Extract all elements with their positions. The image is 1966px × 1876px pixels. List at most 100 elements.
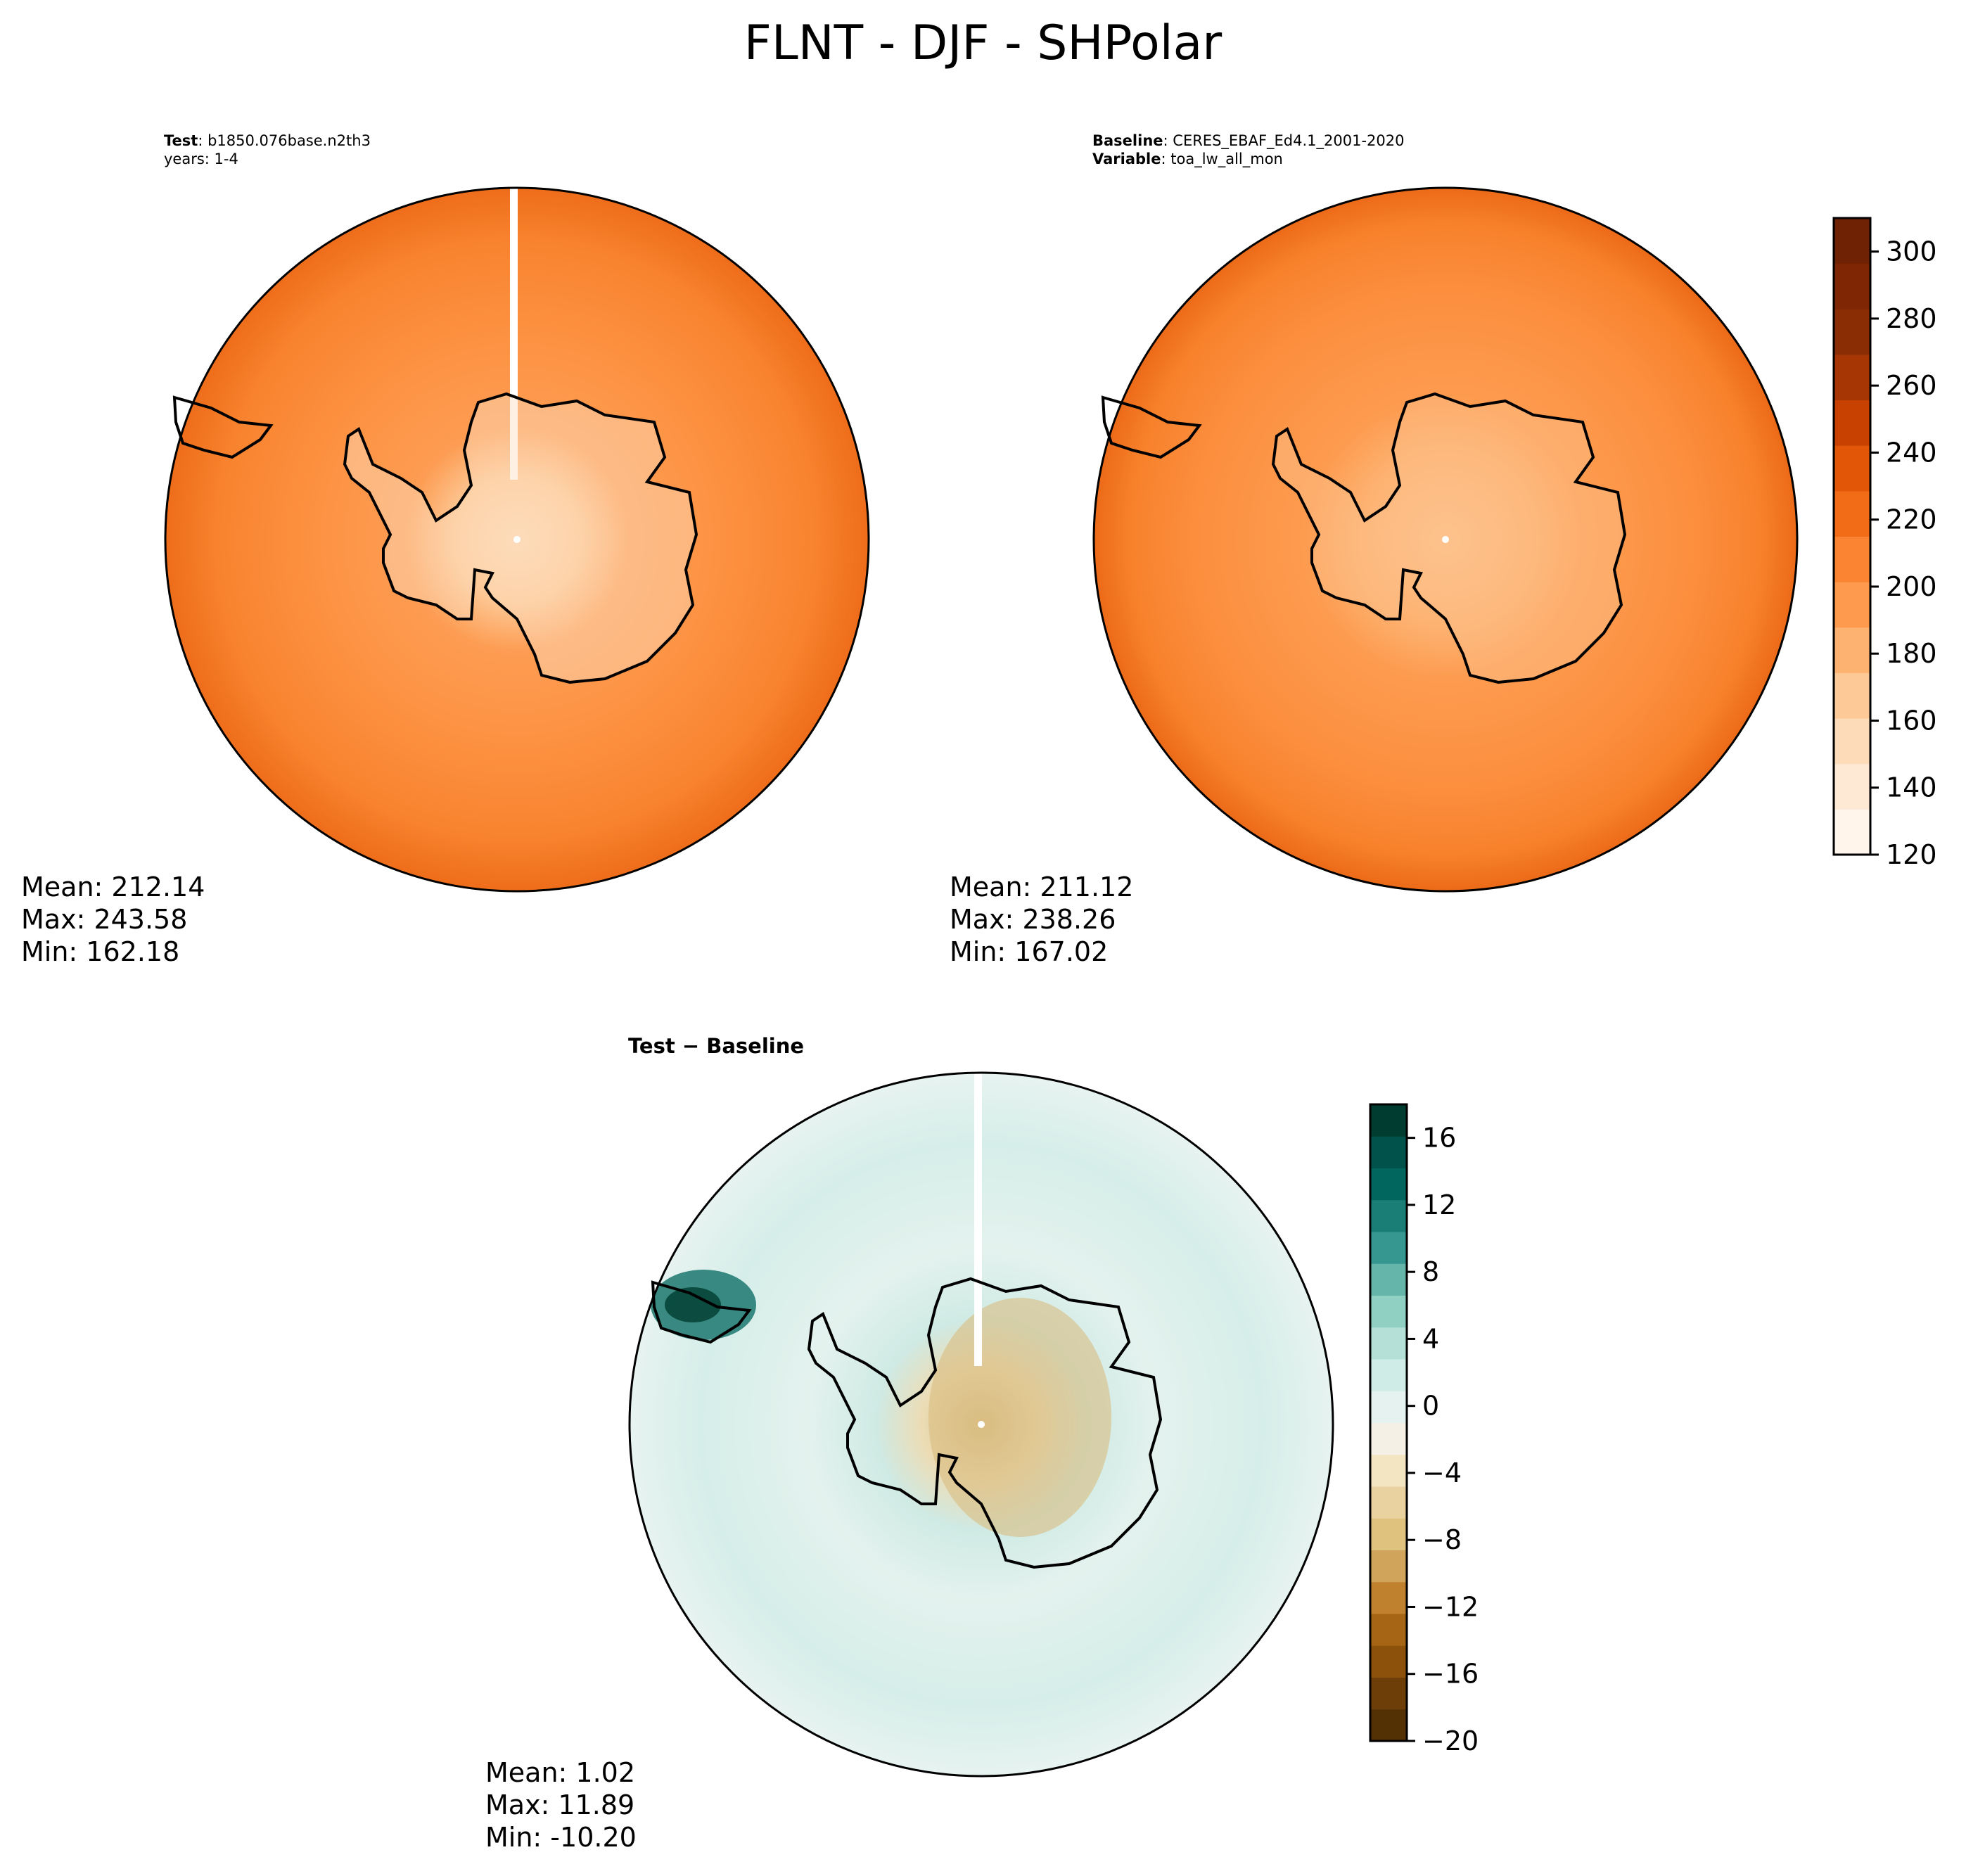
- colorbar-top-tick-label: 280: [1886, 303, 1937, 334]
- colorbar-top-tick-label: 300: [1886, 236, 1937, 267]
- variable-name: toa_lw_all_mon: [1170, 151, 1283, 167]
- diff-map: [628, 1071, 1334, 1778]
- colorbar-diff-band: [1370, 1327, 1407, 1360]
- baseline-stats: Mean: 211.12 Max: 238.26 Min: 167.02: [950, 871, 1133, 968]
- test-label: Test: [164, 132, 198, 149]
- colorbar-diff-band: [1370, 1168, 1407, 1201]
- colorbar-top-tick-label: 240: [1886, 437, 1937, 468]
- colorbar-diff-band: [1370, 1581, 1407, 1614]
- colorbar-diff-band: [1370, 1232, 1407, 1264]
- colorbar-top-band: [1834, 490, 1870, 537]
- test-years: years: 1-4: [164, 151, 238, 167]
- colorbar-top-band: [1834, 627, 1870, 673]
- colorbar-top-band: [1834, 400, 1870, 446]
- colorbar-diff-band: [1370, 1454, 1407, 1487]
- colorbar-top-tick-label: 160: [1886, 705, 1937, 736]
- colorbar-diff-band: [1370, 1614, 1407, 1646]
- colorbar-diff-band: [1370, 1486, 1407, 1519]
- colorbar-top-band: [1834, 763, 1870, 810]
- test-name: b1850.076base.n2th3: [208, 132, 371, 149]
- diff-pole: [978, 1421, 985, 1428]
- test-max: Max: 243.58: [21, 904, 188, 935]
- test-stats: Mean: 212.14 Max: 243.58 Min: 162.18: [21, 871, 205, 968]
- colorbar-top-tick-label: 200: [1886, 571, 1937, 602]
- colorbar-diff-tick-label: 12: [1422, 1189, 1456, 1220]
- colorbar-top-tick-label: 120: [1886, 839, 1937, 870]
- colorbar-top-band: [1834, 309, 1870, 355]
- test-map: [164, 184, 870, 893]
- colorbar-diff-tick-label: −8: [1422, 1524, 1462, 1555]
- colorbar-diff-band: [1370, 1359, 1407, 1391]
- colorbar-top-band: [1834, 672, 1870, 719]
- diff-missing-strip: [974, 1071, 982, 1366]
- colorbar-top-tick-label: 140: [1886, 772, 1937, 803]
- baseline-mean: Mean: 211.12: [950, 872, 1134, 902]
- colorbar-diff-band: [1370, 1550, 1407, 1583]
- variable-label: Variable: [1092, 151, 1161, 167]
- colorbar-diff-band: [1370, 1518, 1407, 1550]
- diff-south-america: [651, 1280, 752, 1344]
- diff-negative-region: [928, 1298, 1111, 1537]
- diff-antarctica-outline: [807, 1277, 1163, 1569]
- test-border: [164, 186, 870, 893]
- colorbar-top-tick-label: 220: [1886, 504, 1937, 535]
- colorbar-top: 120 140 160 180 200 220 240 260 280 300: [1832, 217, 1937, 870]
- baseline-antarctica-outline: [1271, 392, 1627, 684]
- colorbar-diff-band: [1370, 1391, 1407, 1423]
- variable-colon: :: [1161, 151, 1171, 167]
- colorbar-diff-band: [1370, 1422, 1407, 1455]
- colorbar-diff: −20 −16 −12 −8 −4 0 4 8 12 16: [1369, 1103, 1479, 1756]
- test-mean: Mean: 212.14: [21, 872, 205, 902]
- baseline-pole: [1442, 536, 1449, 543]
- colorbar-diff-band: [1370, 1199, 1407, 1232]
- colorbar-top-band: [1834, 718, 1870, 765]
- figure-title: FLNT - DJF - SHPolar: [743, 15, 1223, 71]
- test-south-america: [172, 395, 274, 459]
- colorbar-diff-tick-label: −20: [1422, 1725, 1479, 1756]
- colorbar-diff-tick-label: 4: [1422, 1323, 1439, 1354]
- baseline-header: Baseline: CERES_EBAF_Ed4.1_2001-2020 Var…: [1092, 132, 1404, 168]
- colorbar-diff-band: [1370, 1104, 1407, 1137]
- baseline-border: [1092, 186, 1799, 893]
- colorbar-diff-band: [1370, 1645, 1407, 1678]
- test-missing-strip: [510, 184, 518, 480]
- diff-border: [628, 1071, 1334, 1778]
- colorbar-diff-band: [1370, 1295, 1407, 1328]
- baseline-south-america: [1101, 395, 1202, 459]
- colorbar-diff-band: [1370, 1709, 1407, 1742]
- test-pole: [513, 536, 521, 543]
- diff-min: Min: -10.20: [485, 1822, 637, 1853]
- diff-hotspot-inner: [665, 1287, 721, 1322]
- colorbar-top-band: [1834, 536, 1870, 582]
- baseline-max: Max: 238.26: [950, 904, 1116, 935]
- diff-stats: Mean: 1.02 Max: 11.89 Min: -10.20: [485, 1756, 637, 1853]
- colorbar-diff-band: [1370, 1677, 1407, 1710]
- colorbar-diff-tick-label: −4: [1422, 1457, 1462, 1488]
- test-antarctica-outline: [343, 392, 698, 684]
- colorbar-top-frame: [1832, 217, 1872, 856]
- colorbar-top-band: [1834, 263, 1870, 310]
- baseline-label: Baseline: [1092, 132, 1163, 149]
- baseline-map: [1092, 186, 1799, 893]
- colorbar-diff-tick-label: 16: [1422, 1123, 1456, 1154]
- colorbar-top-band: [1834, 582, 1870, 628]
- test-colon: :: [198, 132, 208, 149]
- colorbar-diff-tick-label: −16: [1422, 1659, 1479, 1690]
- colorbar-top-band: [1834, 445, 1870, 492]
- colorbar-diff-band: [1370, 1136, 1407, 1168]
- diff-title: Test − Baseline: [628, 1034, 805, 1058]
- baseline-colon: :: [1163, 132, 1173, 149]
- colorbar-diff-frame: [1369, 1103, 1408, 1742]
- diff-max: Max: 11.89: [485, 1789, 635, 1820]
- baseline-name: CERES_EBAF_Ed4.1_2001-2020: [1173, 132, 1405, 149]
- colorbar-top-tick-label: 260: [1886, 370, 1937, 401]
- colorbar-top-tick-label: 180: [1886, 638, 1937, 669]
- colorbar-diff-tick-label: −12: [1422, 1591, 1479, 1622]
- test-min: Min: 162.18: [21, 936, 180, 967]
- colorbar-top-band: [1834, 809, 1870, 855]
- colorbar-top-band: [1834, 218, 1870, 264]
- diff-mean: Mean: 1.02: [485, 1757, 636, 1788]
- colorbar-diff-band: [1370, 1263, 1407, 1296]
- colorbar-diff-tick-label: 8: [1422, 1256, 1439, 1287]
